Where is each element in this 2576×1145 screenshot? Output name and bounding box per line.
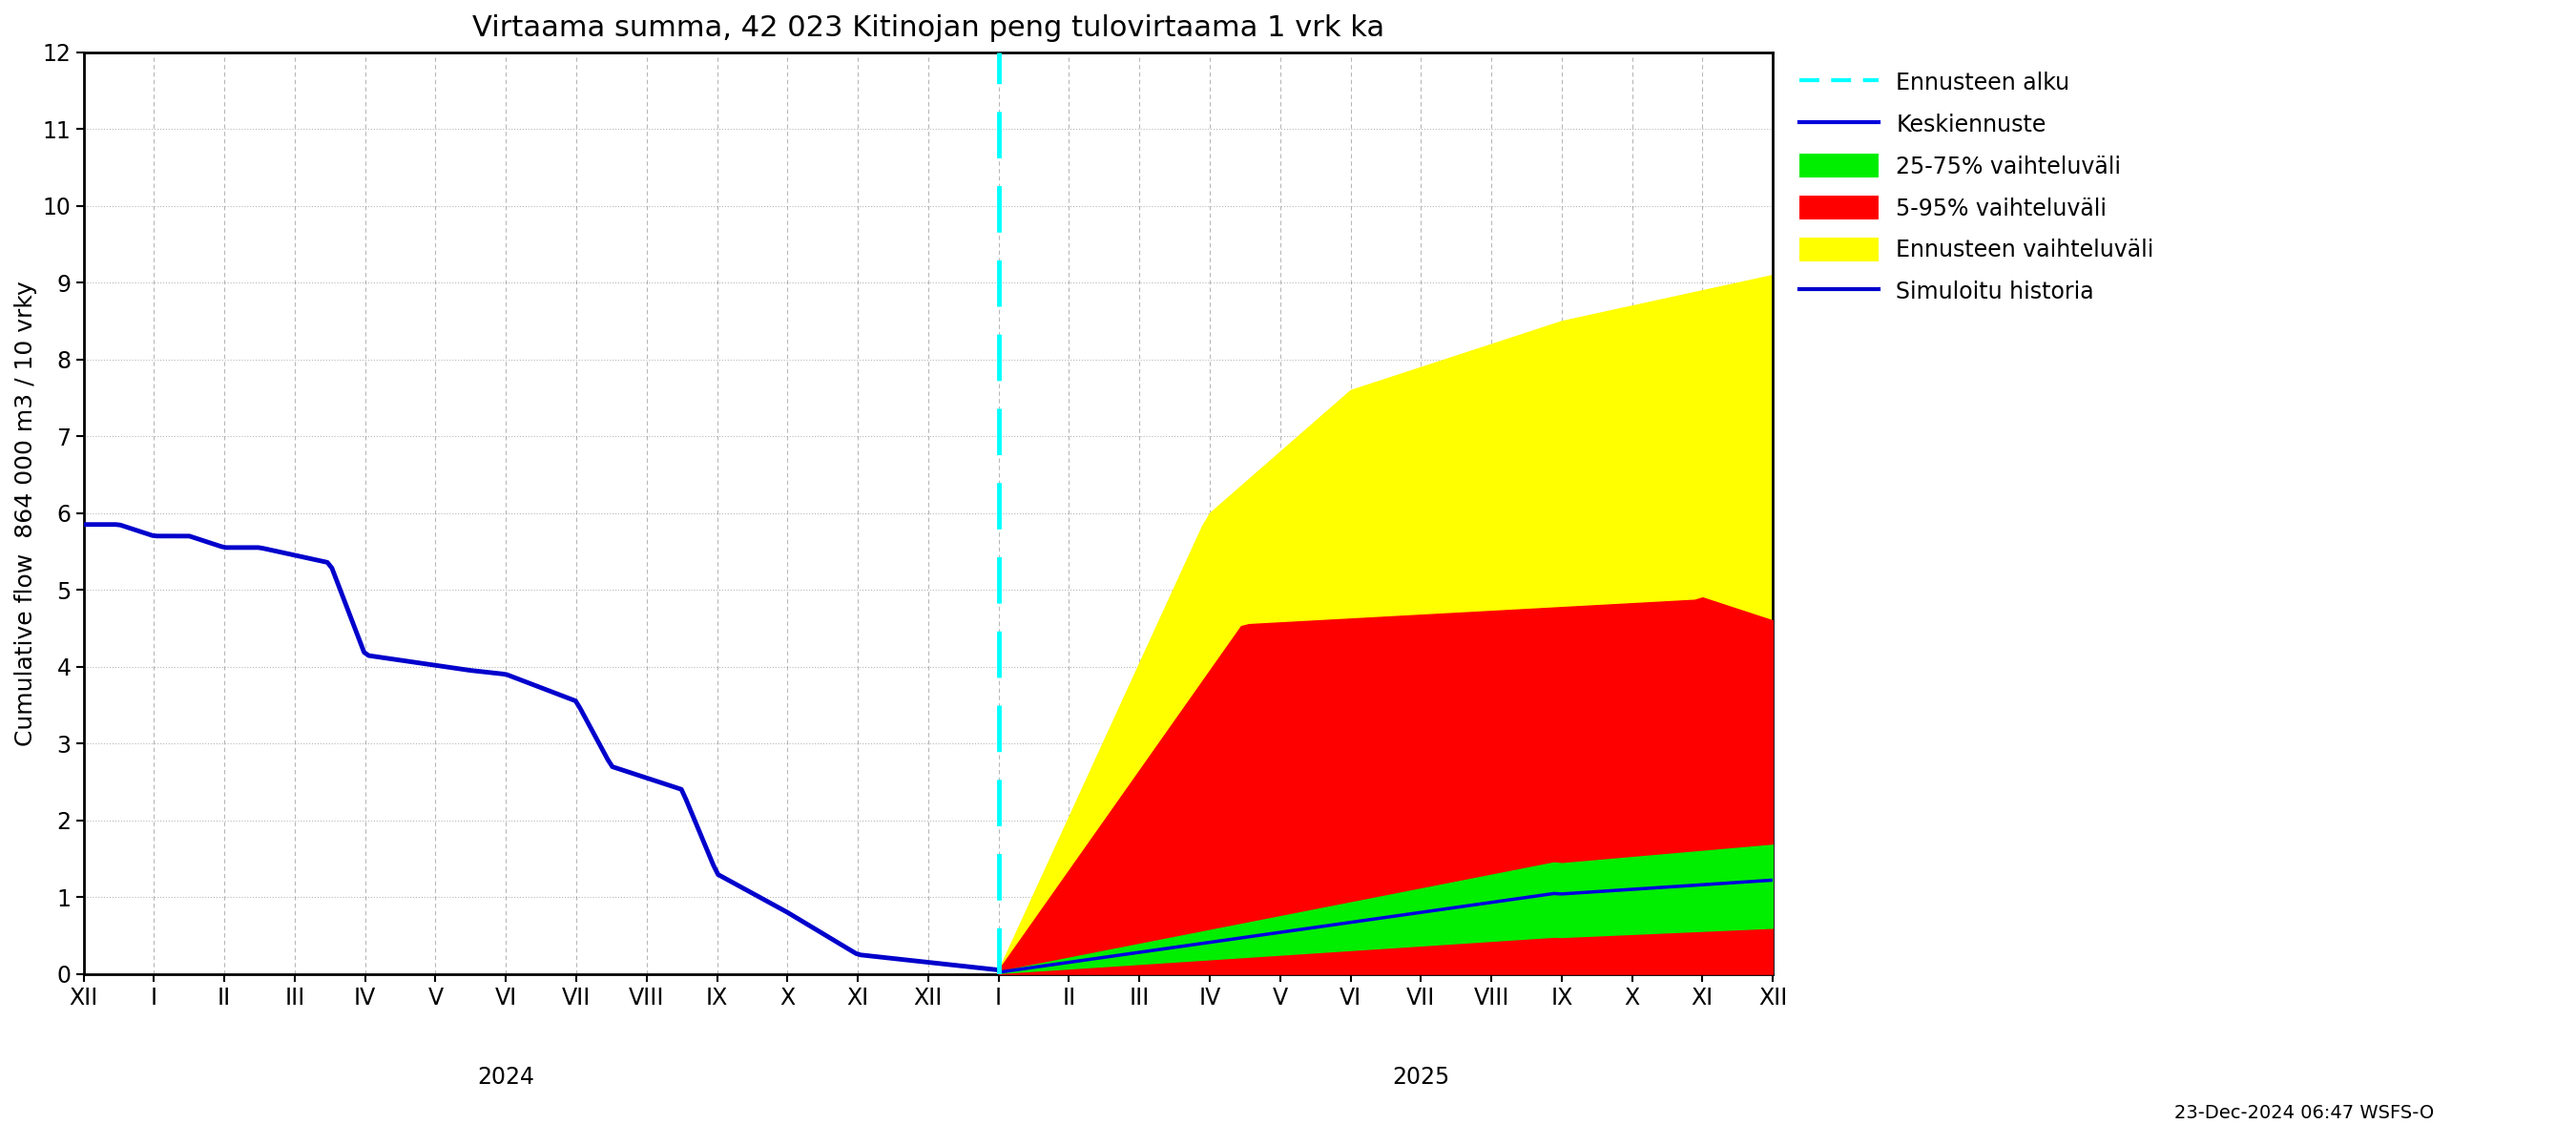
Legend: Ennusteen alku, Keskiennuste, 25-75% vaihteluväli, 5-95% vaihteluväli, Ennusteen: Ennusteen alku, Keskiennuste, 25-75% vai…: [1793, 63, 2161, 310]
Text: 23-Dec-2024 06:47 WSFS-O: 23-Dec-2024 06:47 WSFS-O: [2174, 1104, 2434, 1122]
Text: 2025: 2025: [1391, 1066, 1450, 1089]
Y-axis label: Cumulative flow  864 000 m3 / 10 vrky: Cumulative flow 864 000 m3 / 10 vrky: [15, 281, 36, 745]
Text: 2024: 2024: [477, 1066, 536, 1089]
Title: Virtaama summa, 42 023 Kitinojan peng tulovirtaama 1 vrk ka: Virtaama summa, 42 023 Kitinojan peng tu…: [471, 14, 1383, 42]
